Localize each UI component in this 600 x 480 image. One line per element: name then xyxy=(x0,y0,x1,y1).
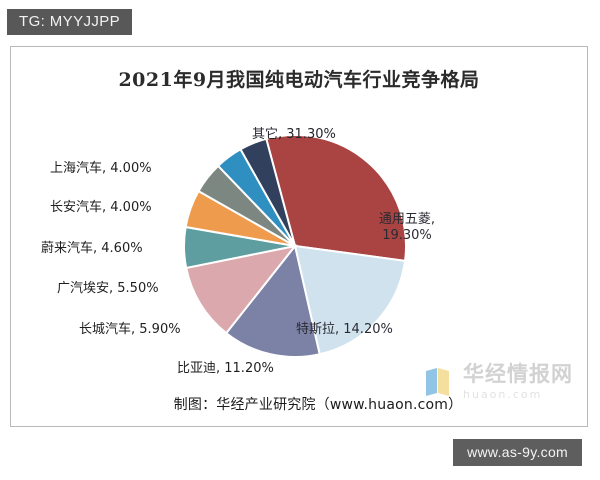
pie-label-wuling: 通用五菱, 19.30% xyxy=(361,212,453,245)
pie-label-weilai: 蔚来汽车, 4.60% xyxy=(41,241,143,256)
pie-slice-group xyxy=(183,134,407,358)
pie-slice xyxy=(224,243,321,358)
source-credit: 制图：华经产业研究院（www.huaon.com） xyxy=(173,397,463,413)
pie-label-qita: 其它, 31.30% xyxy=(252,127,336,142)
pie-label-wuling-name: 通用五菱, xyxy=(378,212,436,227)
pie-label-wuling-value: 19.30% xyxy=(382,228,432,244)
pie-label-tesla: 特斯拉, 14.20% xyxy=(296,322,393,337)
page-title: 2021年9月我国纯电动汽车行业竞争格局 xyxy=(118,69,480,91)
pie-slice xyxy=(293,244,407,356)
pie-label-shanghai: 上海汽车, 4.00% xyxy=(50,161,152,176)
pie-label-gac-aion: 广汽埃安, 5.50% xyxy=(57,281,159,296)
pie-label-changcheng: 长城汽车, 5.90% xyxy=(79,322,181,337)
tg-watermark-badge: TG: MYYJJPP xyxy=(7,9,133,35)
pie-label-byd: 比亚迪, 11.20% xyxy=(177,361,274,376)
pie-slice xyxy=(239,137,296,247)
pie-chart-svg xyxy=(183,134,407,358)
pie-slice xyxy=(185,244,298,335)
pie-chart: 其它, 31.30% 通用五菱, 19.30% 特斯拉, 14.20% 比亚迪,… xyxy=(11,47,587,426)
pie-label-changan: 长安汽车, 4.00% xyxy=(50,200,152,215)
chart-panel: 2021年9月我国纯电动汽车行业竞争格局 其它, 31.30% 通用五菱, 19… xyxy=(10,46,588,427)
pie-slice xyxy=(265,134,407,262)
site-url-badge: www.as-9y.com xyxy=(453,439,582,466)
